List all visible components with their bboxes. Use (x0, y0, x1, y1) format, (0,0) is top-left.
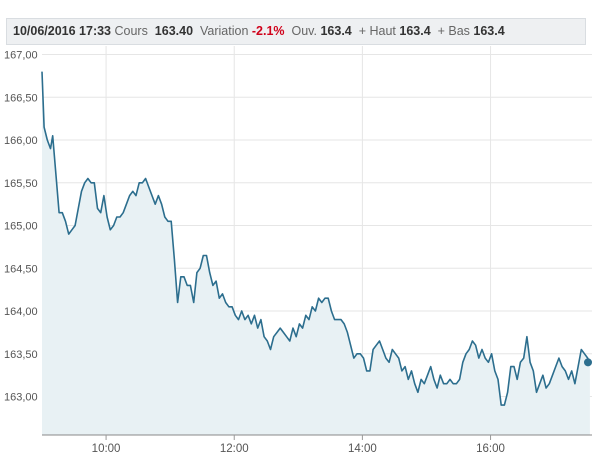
y-tick-label: 167,00 (4, 50, 38, 62)
y-tick-label: 164,50 (4, 263, 38, 275)
y-tick-label: 166,00 (4, 135, 38, 147)
ouv-label: Ouv. (291, 24, 317, 38)
quote-info-bar: 10/06/2016 17:33 Cours 163.40 Variation … (6, 18, 586, 45)
variation-value: -2.1% (251, 24, 285, 38)
bas-label: + Bas (437, 24, 470, 38)
x-axis-labels: 10:00 12:00 14:00 16:00 (92, 435, 505, 455)
y-tick-label: 163,50 (4, 349, 38, 361)
y-tick-label: 165,50 (4, 178, 38, 190)
variation-label: Variation (199, 24, 249, 38)
cours-label: Cours (114, 24, 148, 38)
haut-value: 163.4 (399, 24, 431, 38)
ouv-value: 163.4 (320, 24, 352, 38)
y-tick-label: 163,00 (4, 392, 38, 404)
x-tick-label: 10:00 (92, 443, 121, 455)
y-axis-labels: 167,00 166,50 166,00 165,50 165,00 164,50 164,… (4, 50, 38, 404)
x-tick-label: 16:00 (476, 443, 505, 455)
price-area (42, 71, 590, 435)
bas-value: 163.4 (473, 24, 505, 38)
cours-value: 163.40 (154, 24, 194, 38)
y-tick-label: 165,00 (4, 221, 38, 233)
price-line (41, 71, 591, 406)
haut-label: + Haut (358, 24, 396, 38)
y-tick-label: 164,00 (4, 306, 38, 318)
x-tick-label: 12:00 (220, 443, 249, 455)
x-tick-label: 14:00 (348, 443, 377, 455)
last-price-marker[interactable] (584, 358, 592, 367)
quote-datetime: 10/06/2016 17:33 (13, 24, 112, 38)
y-tick-label: 166,50 (4, 92, 38, 104)
